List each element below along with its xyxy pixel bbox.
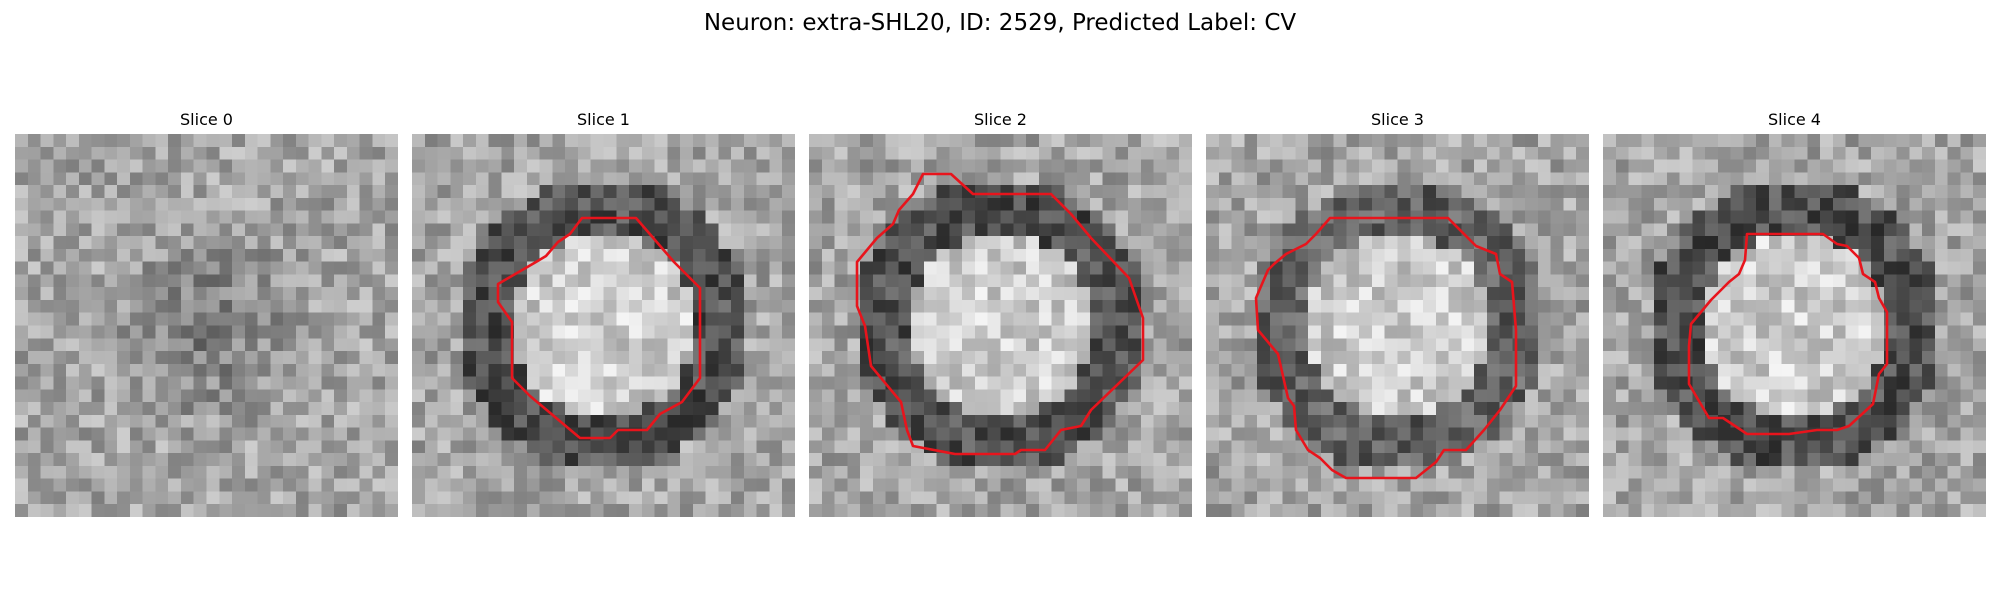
contour-outline [1687,232,1889,436]
contour-outline [1254,216,1518,480]
slice-image-1 [412,134,795,517]
figure-title: Neuron: extra-SHL20, ID: 2529, Predicted… [703,10,1297,36]
slice-image-0 [15,134,398,517]
slice-title-0: Slice 0 [180,110,233,129]
contour-outline [496,216,702,440]
slice-title-4: Slice 4 [1768,110,1821,129]
slice-image-3 [1206,134,1589,517]
slice-title-2: Slice 2 [974,110,1027,129]
contour-overlay-1 [496,216,702,440]
slice-image-4 [1603,134,1986,517]
contour-overlay-2 [855,172,1145,456]
slice-title-3: Slice 3 [1371,110,1424,129]
contour-overlay-4 [1687,232,1889,436]
slice-title-1: Slice 1 [577,110,630,129]
contour-overlay-3 [1254,216,1518,480]
contour-outline [855,172,1145,456]
